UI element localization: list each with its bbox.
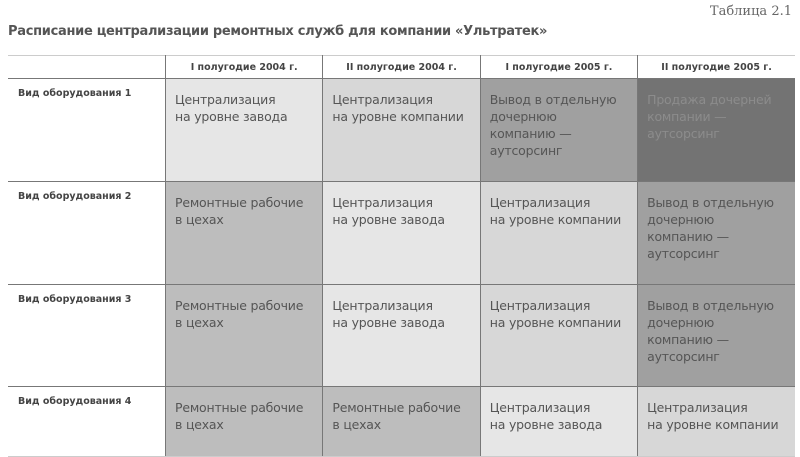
cell-text: Продажа дочерней компании — аутсорсинг	[647, 92, 772, 141]
table-cell: Продажа дочерней компании — аутсорсинг	[637, 78, 795, 182]
table-cell: Централизация на уровне завода	[479, 386, 639, 457]
schedule-table: I полугодие 2004 г. II полугодие 2004 г.…	[8, 55, 795, 457]
column-header: II полугодие 2005 г.	[637, 55, 795, 79]
cell-text: Централизация на уровне завода	[332, 298, 445, 330]
row-header: Вид оборудования 3	[8, 284, 166, 387]
table-cell: Вывод в отдельную дочернюю компанию — ау…	[637, 284, 795, 387]
column-header	[8, 55, 166, 79]
table-title: Расписание централизации ремонтных служб…	[8, 24, 548, 39]
cell-text: Ремонтные рабочие в цехах	[175, 400, 304, 432]
cell-text: Централизация на уровне компании	[489, 195, 622, 227]
cell-text: Централизация на уровне компании	[489, 298, 622, 330]
row-header: Вид оборудования 4	[8, 386, 166, 457]
table-cell: Централизация на уровне компании	[479, 284, 639, 387]
row-header: Вид оборудования 1	[8, 78, 166, 182]
table-row: Вид оборудования 1 Централизация на уровн…	[8, 78, 795, 182]
table-row: Вид оборудования 4 Ремонтные рабочие в це…	[8, 386, 795, 457]
table-cell: Ремонтные рабочие в цехах	[164, 386, 324, 457]
table-cell: Централизация на уровне компании	[322, 78, 481, 182]
table-cell: Ремонтные рабочие в цехах	[164, 284, 324, 387]
cell-text: Централизация на уровне компании	[332, 92, 464, 124]
table-cell: Централизация на уровне завода	[322, 181, 481, 285]
cell-text: Ремонтные рабочие в цехах	[332, 400, 461, 432]
table-cell: Централизация на уровне завода	[322, 284, 481, 387]
column-header: I полугодие 2005 г.	[480, 55, 639, 79]
cell-text: Централизация на уровне завода	[332, 195, 445, 227]
table-cell: Ремонтные рабочие в цехах	[164, 181, 324, 285]
header-row: I полугодие 2004 г. II полугодие 2004 г.…	[8, 55, 795, 79]
table-cell: Централизация на уровне компании	[637, 386, 795, 457]
table-row: Вид оборудования 3 Ремонтные рабочие в це…	[8, 284, 795, 387]
table-cell: Вывод в отдельную дочернюю компанию — ау…	[637, 181, 795, 285]
cell-text: Централизация на уровне компании	[647, 400, 779, 432]
cell-text: Ремонтные рабочие в цехах	[175, 298, 304, 330]
table-cell: Централизация на уровне завода	[164, 78, 324, 182]
table-cell: Централизация на уровне компании	[479, 181, 639, 285]
cell-text: Вывод в отдельную дочернюю компанию — ау…	[489, 92, 617, 158]
cell-text: Централизация на уровне завода	[489, 400, 603, 432]
column-header: I полугодие 2004 г.	[165, 55, 324, 79]
cell-text: Централизация на уровне завода	[175, 92, 288, 124]
table-number: Таблица 2.1	[709, 4, 792, 19]
column-header: II полугодие 2004 г.	[322, 55, 481, 79]
cell-text: Ремонтные рабочие в цехах	[175, 195, 304, 227]
table-cell: Ремонтные рабочие в цехах	[322, 386, 481, 457]
cell-text: Вывод в отдельную дочернюю компанию — ау…	[647, 298, 774, 364]
cell-text: Вывод в отдельную дочернюю компанию — ау…	[647, 195, 774, 261]
table-row: Вид оборудования 2 Ремонтные рабочие в це…	[8, 181, 795, 285]
table-cell: Вывод в отдельную дочернюю компанию — ау…	[479, 78, 639, 182]
row-header: Вид оборудования 2	[8, 181, 166, 285]
